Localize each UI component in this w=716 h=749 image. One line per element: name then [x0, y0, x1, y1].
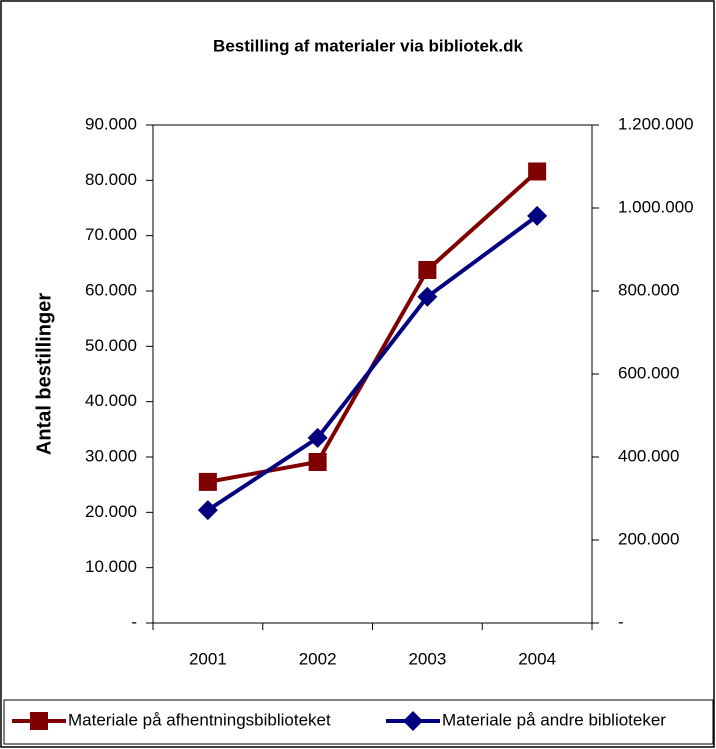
y-axis-label: Antal bestillinger: [33, 293, 55, 455]
data-point: [307, 427, 328, 448]
data-point: [528, 162, 547, 181]
y-tick-label: 30.000: [85, 446, 137, 465]
x-tick-label: 2003: [408, 649, 446, 668]
chart-title: Bestilling af materialer via bibliotek.d…: [213, 36, 523, 55]
legend-label: Materiale på andre biblioteker: [442, 710, 666, 729]
y-tick-label: 70.000: [85, 225, 137, 244]
y-tick-label: 80.000: [85, 170, 137, 189]
series-line: [206, 214, 539, 512]
data-point: [417, 286, 438, 307]
y2-tick-label: -: [618, 612, 624, 631]
y2-tick-label: 600.000: [618, 363, 679, 382]
y-tick-label: -: [131, 612, 137, 631]
y2-tick-label: 400.000: [618, 446, 679, 465]
y2-tick-label: 1.000.000: [618, 197, 694, 216]
y-tick-label: 50.000: [85, 336, 137, 355]
x-tick-label: 2001: [189, 649, 227, 668]
legend-box: [3, 699, 714, 745]
y2-tick-label: 800.000: [618, 280, 679, 299]
legend-label: Materiale på afhentningsbiblioteket: [68, 710, 331, 729]
y2-tick-label: 1.200.000: [618, 114, 694, 133]
x-tick-label: 2004: [518, 649, 556, 668]
y-tick-label: 90.000: [85, 114, 137, 133]
data-point: [308, 452, 327, 471]
y-tick-label: 40.000: [85, 391, 137, 410]
data-point: [527, 205, 548, 226]
y-tick-label: 20.000: [85, 502, 137, 521]
legend-marker: [30, 712, 48, 730]
legend-marker: [403, 711, 423, 731]
data-point: [198, 472, 217, 491]
data-point: [418, 260, 437, 279]
y-tick-label: 10.000: [85, 557, 137, 576]
y2-tick-label: 200.000: [618, 529, 679, 548]
x-tick-label: 2002: [299, 649, 337, 668]
data-point: [197, 500, 218, 521]
y-tick-label: 60.000: [85, 280, 137, 299]
